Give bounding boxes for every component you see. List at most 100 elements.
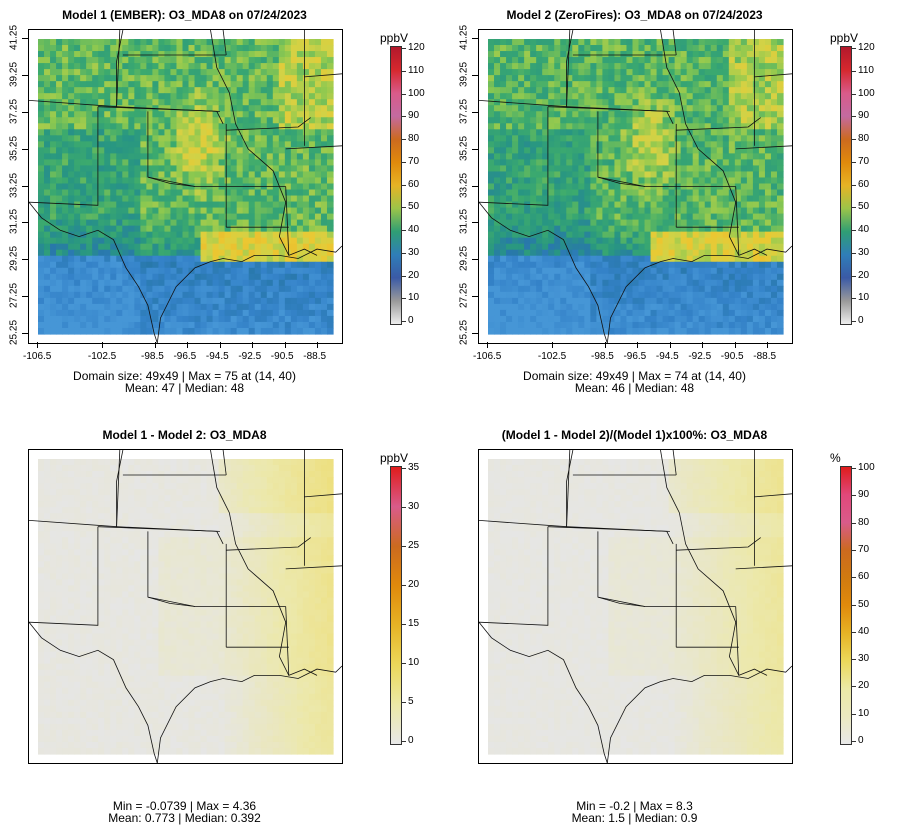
x-tick-mark [187,342,189,348]
grid-cell [200,141,208,148]
grid-cell [686,195,694,203]
grid-cell [152,159,160,167]
grid-cell [134,153,141,161]
grid-cell [158,207,166,215]
grid-cell [80,183,87,191]
grid-cell [152,141,160,148]
grid-cell [710,255,718,263]
grid-cell [518,153,525,161]
grid-cell [278,63,286,70]
grid-cell [596,135,603,142]
grid-cell [512,285,519,293]
grid-cell [512,51,519,58]
grid-cell [110,141,117,148]
grid-cell [506,261,513,269]
grid-cell [668,39,676,46]
grid-cell [578,75,585,82]
grid-cell [116,327,123,335]
grid-cell [248,219,256,227]
grid-cell [230,261,238,269]
grid-cell [620,327,628,335]
grid-cell [542,303,549,311]
grid-cell [80,267,87,275]
grid-cell [146,255,153,263]
grid-cell [314,147,322,154]
grid-cell [764,243,772,251]
grid-cell [74,213,81,221]
grid-cell [542,45,549,52]
grid-cell [86,129,93,136]
grid-cell [236,249,244,257]
grid-cell [218,111,226,118]
grid-cell [608,135,616,142]
grid-cell [752,45,760,52]
grid-cell [236,123,244,130]
grid-cell [698,195,706,203]
grid-cell [494,177,501,185]
grid-cell [212,321,220,329]
grid-cell [38,57,45,64]
grid-cell [524,267,531,275]
grid-cell [512,189,519,197]
grid-cell [296,291,304,299]
colorbar-tick-label: 20 [858,269,870,281]
grid-cell [500,291,507,299]
grid-cell [530,273,537,281]
grid-cell [74,459,81,466]
grid-cell [296,213,304,221]
grid-cell [770,153,778,161]
grid-cell [182,213,190,221]
grid-cell [56,189,63,197]
grid-cell [110,171,117,179]
grid-cell [674,261,682,269]
grid-cell [296,225,304,233]
grid-cell [170,75,178,82]
grid-cell [260,315,268,323]
grid-cell [668,267,676,275]
grid-cell [50,123,57,130]
grid-cell [164,153,172,161]
grid-cell [230,129,238,136]
grid-cell [704,297,712,305]
grid-cell [308,159,316,167]
grid-cell [170,225,178,233]
grid-cell [308,303,316,311]
grid-cell [182,243,190,251]
grid-cell [746,123,754,130]
grid-cell [578,111,585,118]
grid-cell [266,219,274,227]
grid-cell [308,141,316,148]
grid-cell [560,285,567,293]
grid-cell [542,207,549,215]
grid-cell [278,237,286,245]
grid-cell [170,141,178,148]
grid-cell [38,117,45,124]
grid-cell [644,129,652,136]
grid-cell [218,51,226,58]
grid-cell [764,93,772,100]
grid-cell [722,75,730,82]
grid-cell [92,165,99,173]
grid-cell [536,141,543,148]
grid-cell [98,237,105,245]
grid-cell [188,291,196,299]
grid-cell [266,327,274,335]
grid-cell [86,225,93,233]
grid-cell [638,135,646,142]
grid-cell [530,315,537,323]
grid-cell [170,105,178,112]
grid-cell [644,285,652,293]
y-tick-mark [472,185,478,187]
grid-cell [488,237,495,245]
grid-cell [92,87,99,94]
colorbar-tick-label: 120 [408,42,425,53]
grid-cell [176,117,184,124]
grid-cell [74,51,81,58]
grid-cell [242,297,250,305]
grid-cell [548,123,555,130]
grid-cell [272,99,280,106]
colorbar-tick-label: 10 [858,292,870,304]
grid-cell [290,297,298,305]
grid-cell [44,189,51,197]
grid-cell [524,99,531,106]
